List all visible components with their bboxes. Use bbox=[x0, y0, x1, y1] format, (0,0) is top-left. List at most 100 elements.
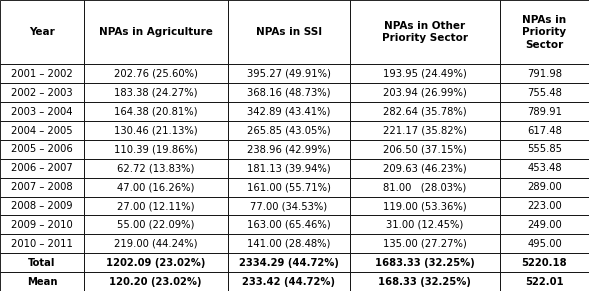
Bar bbox=[500, 215, 589, 234]
Text: 168.33 (32.25%): 168.33 (32.25%) bbox=[378, 276, 471, 287]
Bar bbox=[0, 83, 84, 102]
Text: 164.38 (20.81%): 164.38 (20.81%) bbox=[114, 107, 197, 117]
Text: 2006 – 2007: 2006 – 2007 bbox=[11, 163, 73, 173]
Bar bbox=[350, 64, 500, 83]
Bar bbox=[84, 215, 227, 234]
Text: 110.39 (19.86%): 110.39 (19.86%) bbox=[114, 144, 197, 155]
Text: 161.00 (55.71%): 161.00 (55.71%) bbox=[247, 182, 330, 192]
Bar bbox=[350, 0, 500, 64]
Bar bbox=[84, 121, 227, 140]
Text: NPAs in Other
Priority Sector: NPAs in Other Priority Sector bbox=[382, 21, 468, 43]
Text: 47.00 (16.26%): 47.00 (16.26%) bbox=[117, 182, 194, 192]
Text: 1202.09 (23.02%): 1202.09 (23.02%) bbox=[106, 258, 206, 268]
Text: 2005 – 2006: 2005 – 2006 bbox=[11, 144, 73, 155]
Bar bbox=[500, 253, 589, 272]
Text: 141.00 (28.48%): 141.00 (28.48%) bbox=[247, 239, 330, 249]
Bar bbox=[84, 178, 227, 197]
Text: 395.27 (49.91%): 395.27 (49.91%) bbox=[247, 69, 330, 79]
Text: 2001 – 2002: 2001 – 2002 bbox=[11, 69, 73, 79]
Text: 2009 – 2010: 2009 – 2010 bbox=[11, 220, 73, 230]
Bar bbox=[350, 215, 500, 234]
Bar bbox=[350, 159, 500, 178]
Text: 27.00 (12.11%): 27.00 (12.11%) bbox=[117, 201, 194, 211]
Text: 193.95 (24.49%): 193.95 (24.49%) bbox=[383, 69, 466, 79]
Text: 2004 – 2005: 2004 – 2005 bbox=[11, 125, 72, 136]
Bar bbox=[500, 234, 589, 253]
Text: NPAs in
Priority
Sector: NPAs in Priority Sector bbox=[522, 15, 567, 50]
Text: 453.48: 453.48 bbox=[527, 163, 562, 173]
Bar bbox=[227, 140, 350, 159]
Bar bbox=[84, 0, 227, 64]
Bar bbox=[227, 272, 350, 291]
Text: 2007 – 2008: 2007 – 2008 bbox=[11, 182, 72, 192]
Bar bbox=[500, 140, 589, 159]
Text: 342.89 (43.41%): 342.89 (43.41%) bbox=[247, 107, 330, 117]
Bar bbox=[84, 272, 227, 291]
Text: 183.38 (24.27%): 183.38 (24.27%) bbox=[114, 88, 197, 98]
Text: 119.00 (53.36%): 119.00 (53.36%) bbox=[383, 201, 466, 211]
Text: 5220.18: 5220.18 bbox=[522, 258, 567, 268]
Text: 77.00 (34.53%): 77.00 (34.53%) bbox=[250, 201, 327, 211]
Bar bbox=[0, 234, 84, 253]
Bar bbox=[500, 121, 589, 140]
Text: 130.46 (21.13%): 130.46 (21.13%) bbox=[114, 125, 197, 136]
Bar bbox=[350, 121, 500, 140]
Bar bbox=[227, 64, 350, 83]
Bar bbox=[500, 0, 589, 64]
Bar bbox=[84, 197, 227, 215]
Text: 368.16 (48.73%): 368.16 (48.73%) bbox=[247, 88, 330, 98]
Bar bbox=[0, 272, 84, 291]
Text: Total: Total bbox=[28, 258, 55, 268]
Text: 221.17 (35.82%): 221.17 (35.82%) bbox=[383, 125, 466, 136]
Bar bbox=[0, 121, 84, 140]
Bar bbox=[0, 140, 84, 159]
Text: 495.00: 495.00 bbox=[527, 239, 562, 249]
Text: 2008 – 2009: 2008 – 2009 bbox=[11, 201, 72, 211]
Text: 223.00: 223.00 bbox=[527, 201, 562, 211]
Text: 555.85: 555.85 bbox=[527, 144, 562, 155]
Text: 163.00 (65.46%): 163.00 (65.46%) bbox=[247, 220, 330, 230]
Bar bbox=[500, 197, 589, 215]
Bar bbox=[84, 140, 227, 159]
Text: 202.76 (25.60%): 202.76 (25.60%) bbox=[114, 69, 197, 79]
Bar bbox=[350, 83, 500, 102]
Text: Mean: Mean bbox=[27, 276, 57, 287]
Bar bbox=[84, 159, 227, 178]
Bar bbox=[500, 64, 589, 83]
Bar bbox=[350, 253, 500, 272]
Bar bbox=[84, 102, 227, 121]
Text: 1683.33 (32.25%): 1683.33 (32.25%) bbox=[375, 258, 475, 268]
Bar bbox=[84, 253, 227, 272]
Bar bbox=[0, 159, 84, 178]
Bar bbox=[227, 159, 350, 178]
Text: Year: Year bbox=[29, 27, 55, 37]
Text: 81.00   (28.03%): 81.00 (28.03%) bbox=[383, 182, 466, 192]
Bar bbox=[0, 253, 84, 272]
Text: 265.85 (43.05%): 265.85 (43.05%) bbox=[247, 125, 330, 136]
Text: 62.72 (13.83%): 62.72 (13.83%) bbox=[117, 163, 194, 173]
Bar bbox=[0, 0, 84, 64]
Text: 249.00: 249.00 bbox=[527, 220, 562, 230]
Bar bbox=[227, 102, 350, 121]
Bar bbox=[227, 253, 350, 272]
Bar bbox=[500, 272, 589, 291]
Bar bbox=[0, 215, 84, 234]
Text: 219.00 (44.24%): 219.00 (44.24%) bbox=[114, 239, 197, 249]
Bar bbox=[350, 234, 500, 253]
Text: 120.20 (23.02%): 120.20 (23.02%) bbox=[110, 276, 202, 287]
Bar bbox=[500, 102, 589, 121]
Text: 2002 – 2003: 2002 – 2003 bbox=[11, 88, 72, 98]
Bar bbox=[350, 272, 500, 291]
Bar bbox=[350, 140, 500, 159]
Bar bbox=[350, 197, 500, 215]
Text: 181.13 (39.94%): 181.13 (39.94%) bbox=[247, 163, 330, 173]
Bar bbox=[500, 178, 589, 197]
Bar bbox=[500, 83, 589, 102]
Text: 206.50 (37.15%): 206.50 (37.15%) bbox=[383, 144, 466, 155]
Bar bbox=[350, 102, 500, 121]
Text: 617.48: 617.48 bbox=[527, 125, 562, 136]
Bar bbox=[0, 197, 84, 215]
Text: 789.91: 789.91 bbox=[527, 107, 562, 117]
Bar bbox=[0, 178, 84, 197]
Text: 791.98: 791.98 bbox=[527, 69, 562, 79]
